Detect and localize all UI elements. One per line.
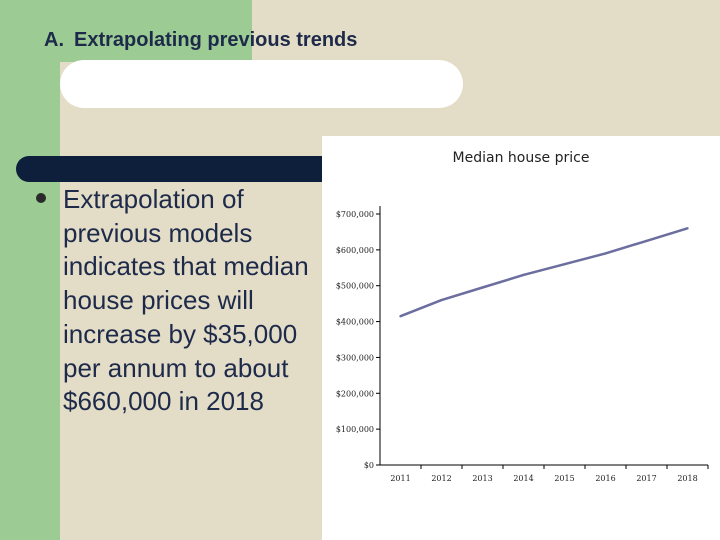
x-tick-label: 2012 (431, 474, 451, 483)
x-tick-label: 2013 (472, 474, 492, 483)
y-tick-label: $500,000 (336, 282, 374, 291)
data-point (686, 227, 689, 230)
section-letter: A. (44, 29, 64, 51)
chart-panel: Median house price $0 $100,000 $200,000 $30… (322, 136, 720, 540)
x-tick-label: 2014 (513, 474, 533, 483)
data-point (481, 286, 484, 289)
y-tick-label: $300,000 (336, 353, 374, 362)
data-point (563, 263, 566, 266)
median-price-chart: Median house price $0 $100,000 $200,000 $30… (336, 150, 709, 483)
y-tick-label: $200,000 (336, 389, 374, 398)
x-tick-label: 2015 (554, 474, 574, 483)
navy-divider-bar (16, 156, 346, 182)
title-text: Extrapolating previous trends (74, 29, 358, 51)
x-tick-label: 2016 (595, 474, 615, 483)
x-tick-label: 2018 (677, 474, 697, 483)
y-tick-label: $600,000 (336, 246, 374, 255)
data-point (604, 252, 607, 255)
data-point (399, 314, 402, 318)
x-tick-label: 2011 (390, 474, 410, 483)
green-accent-strip (0, 0, 60, 540)
x-tick-label: 2017 (636, 474, 656, 483)
subtitle-placeholder-bar (60, 60, 463, 108)
green-title-band (0, 0, 252, 62)
bullet-icon (36, 193, 46, 203)
y-tick-label: $400,000 (336, 318, 374, 327)
y-tick-label: $0 (364, 461, 374, 470)
data-point (522, 273, 525, 277)
y-tick-label: $700,000 (336, 210, 374, 219)
y-tick-label: $100,000 (336, 425, 374, 434)
chart-title: Median house price (453, 150, 590, 166)
bullet-text: Extrapolation of previous models indicat… (63, 184, 309, 417)
data-point (440, 298, 443, 302)
series-line (400, 227, 688, 318)
slide-title: A. Extrapolating previous trends (44, 29, 357, 52)
data-point (645, 239, 648, 243)
